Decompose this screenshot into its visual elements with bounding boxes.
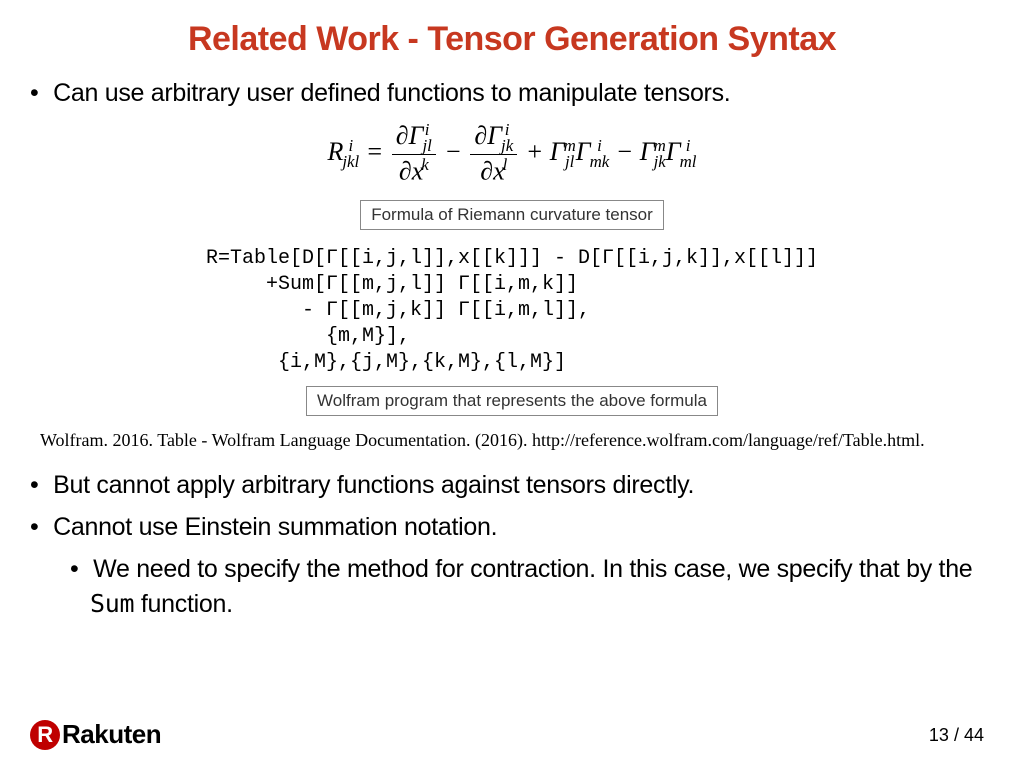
bullet-3-sub-pre: We need to specify the method for contra… — [93, 555, 972, 583]
riemann-formula: Rijkl = ∂Γijl∂xk − ∂Γijk∂xl + ΓmjlΓimk −… — [327, 121, 696, 187]
page-number: 13 / 44 — [929, 725, 984, 746]
bullet-2: But cannot apply arbitrary functions aga… — [40, 469, 984, 503]
formula-area: Rijkl = ∂Γijl∂xk − ∂Γijk∂xl + ΓmjlΓimk −… — [40, 121, 984, 187]
sum-code-label: Sum — [90, 589, 134, 618]
rakuten-r-icon: R — [30, 720, 60, 750]
slide: Related Work - Tensor Generation Syntax … — [0, 0, 1024, 768]
bullet-3: Cannot use Einstein summation notation. — [40, 511, 984, 545]
code-caption-wrap: Wolfram program that represents the abov… — [40, 380, 984, 422]
rakuten-logo: RRakuten — [30, 719, 161, 750]
wolfram-code: R=Table[D[Γ[[i,j,l]],x[[k]]] - D[Γ[[i,j,… — [206, 246, 818, 376]
page-total: 44 — [964, 725, 984, 745]
page-current: 13 — [929, 725, 949, 745]
formula-caption-wrap: Formula of Riemann curvature tensor — [40, 194, 984, 236]
code-caption: Wolfram program that represents the abov… — [306, 386, 718, 416]
bullet-1: Can use arbitrary user defined functions… — [40, 77, 984, 111]
rakuten-text: Rakuten — [62, 719, 161, 750]
page-sep: / — [949, 725, 964, 745]
bullet-3-sub-post: function. — [134, 590, 232, 618]
slide-title: Related Work - Tensor Generation Syntax — [40, 20, 984, 59]
formula-caption: Formula of Riemann curvature tensor — [360, 200, 664, 230]
bullet-3-sub: We need to specify the method for contra… — [80, 553, 984, 622]
citation: Wolfram. 2016. Table - Wolfram Language … — [40, 430, 984, 451]
